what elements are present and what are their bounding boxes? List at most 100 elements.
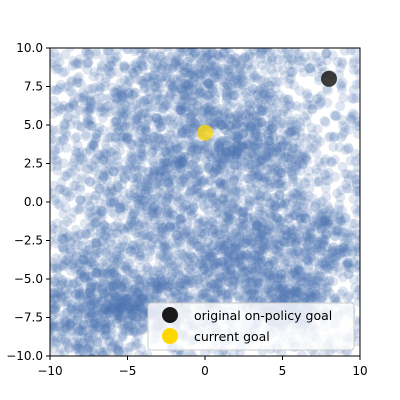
- visited-state-point: [286, 223, 296, 234]
- visited-state-point: [82, 343, 93, 354]
- visited-state-point: [53, 288, 64, 299]
- visited-state-point: [195, 242, 206, 253]
- visited-state-point: [52, 13, 62, 23]
- visited-state-point: [62, 31, 72, 41]
- visited-state-point: [334, 249, 345, 260]
- visited-state-point: [50, 277, 60, 288]
- visited-state-point: [50, 331, 56, 342]
- visited-state-point: [196, 28, 206, 38]
- visited-state-point: [151, 274, 162, 284]
- visited-state-point: [138, 54, 149, 65]
- visited-state-point: [111, 272, 122, 283]
- visited-state-point: [178, 212, 188, 223]
- visited-state-point: [94, 127, 104, 137]
- visited-state-point: [82, 253, 93, 264]
- visited-state-point: [100, 330, 111, 341]
- visited-state-point: [301, 90, 312, 101]
- visited-state-point: [324, 259, 335, 270]
- visited-state-point: [230, 146, 241, 157]
- visited-state-point: [301, 277, 311, 288]
- visited-state-point: [132, 312, 143, 322]
- visited-state-point: [2, 291, 12, 301]
- visited-state-point: [62, 288, 73, 299]
- visited-state-point: [186, 204, 197, 215]
- visited-state-point: [312, 63, 323, 74]
- visited-state-point: [241, 291, 252, 302]
- visited-state-point: [155, 93, 166, 104]
- visited-state-point: [71, 343, 81, 354]
- visited-state-point: [229, 16, 239, 26]
- visited-state-point: [175, 19, 185, 29]
- visited-state-point: [342, 233, 353, 244]
- visited-state-point: [64, 102, 75, 113]
- visited-state-point: [317, 253, 327, 264]
- visited-state-point: [137, 108, 148, 119]
- visited-state-point: [57, 274, 68, 285]
- visited-state-point: [219, 153, 230, 164]
- visited-state-point: [212, 245, 223, 256]
- visited-state-point: [212, 141, 223, 152]
- visited-state-point: [148, 170, 159, 180]
- visited-state-point: [149, 51, 160, 61]
- visited-state-point: [214, 138, 225, 148]
- visited-state-point: [160, 33, 170, 43]
- visited-state-point: [368, 237, 378, 247]
- visited-state-point: [350, 148, 360, 159]
- visited-state-point: [225, 112, 236, 123]
- visited-state-point: [86, 317, 97, 328]
- visited-state-point: [264, 88, 275, 99]
- visited-state-point: [302, 110, 313, 121]
- visited-state-point: [170, 261, 181, 272]
- visited-state-point: [159, 228, 170, 239]
- visited-state-point: [354, 68, 360, 79]
- visited-state-point: [76, 121, 87, 132]
- visited-state-point: [138, 145, 149, 156]
- visited-state-point: [184, 70, 194, 81]
- visited-state-point: [54, 185, 65, 195]
- visited-state-point: [279, 251, 290, 262]
- visited-state-point: [251, 242, 262, 253]
- visited-state-point: [361, 236, 371, 246]
- visited-state-point: [345, 155, 356, 166]
- visited-state-point: [77, 258, 88, 269]
- visited-state-point: [278, 55, 289, 65]
- visited-state-point: [265, 48, 275, 58]
- visited-state-point: [206, 241, 217, 252]
- visited-state-point: [146, 240, 157, 251]
- visited-state-point: [281, 135, 292, 146]
- visited-state-point: [68, 89, 79, 100]
- visited-state-point: [213, 139, 224, 150]
- visited-state-point: [65, 48, 75, 52]
- visited-state-point: [259, 232, 270, 243]
- visited-state-point: [142, 134, 153, 144]
- visited-state-point: [238, 26, 248, 36]
- visited-state-point: [194, 4, 204, 14]
- visited-state-point: [127, 173, 138, 184]
- visited-state-point: [84, 288, 95, 299]
- visited-state-point: [249, 60, 260, 71]
- visited-state-point: [231, 17, 241, 27]
- visited-state-point: [308, 215, 319, 226]
- visited-state-point: [215, 51, 226, 62]
- visited-state-point: [271, 161, 282, 172]
- visited-state-point: [37, 15, 47, 25]
- visited-state-point: [143, 185, 154, 196]
- visited-state-point: [303, 173, 314, 184]
- visited-state-point: [314, 261, 325, 272]
- visited-state-point: [323, 85, 333, 96]
- visited-state-point: [100, 230, 111, 241]
- visited-state-point: [186, 231, 197, 242]
- visited-state-point: [199, 100, 210, 111]
- visited-state-point: [259, 212, 270, 223]
- visited-state-point: [332, 188, 343, 199]
- visited-state-point: [180, 78, 191, 89]
- visited-state-point: [320, 154, 331, 165]
- visited-state-point: [202, 292, 213, 303]
- visited-state-point: [352, 245, 360, 256]
- visited-state-point: [247, 166, 258, 177]
- visited-state-point: [351, 186, 360, 196]
- visited-state-point: [289, 265, 300, 276]
- visited-state-point: [75, 195, 86, 206]
- visited-state-point: [29, 209, 39, 219]
- visited-state-point: [236, 221, 247, 232]
